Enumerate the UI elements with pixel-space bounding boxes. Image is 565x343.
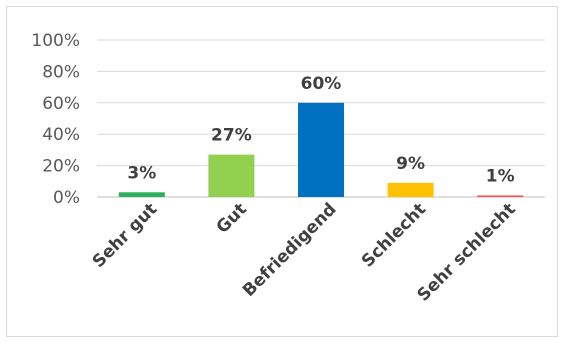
data-label: 9%	[396, 154, 425, 174]
gridlines	[97, 39, 545, 198]
y-tick-label: 0%	[53, 188, 80, 208]
y-tick-label: 60%	[42, 94, 80, 114]
bar	[118, 192, 165, 197]
category-label: Sehr schlecht	[414, 199, 520, 305]
data-label: 27%	[211, 126, 252, 146]
bar	[477, 195, 524, 197]
category-label: Befriedigend	[239, 199, 341, 301]
data-labels: 3% 27% 60% 9% 1%	[127, 74, 514, 187]
data-label: 60%	[301, 74, 342, 94]
data-label: 3%	[127, 163, 156, 183]
y-tick-label: 40%	[42, 125, 80, 145]
category-label: Gut	[213, 199, 251, 237]
category-label: Schlecht	[358, 199, 430, 271]
y-tick-label: 100%	[31, 31, 80, 51]
y-tick-label: 80%	[42, 62, 80, 82]
bar	[208, 154, 255, 197]
bars	[118, 102, 524, 197]
y-axis-ticks: 0% 20% 40% 60% 80% 100%	[31, 31, 80, 208]
y-tick-label: 20%	[42, 157, 80, 177]
data-label: 1%	[486, 166, 515, 186]
category-label: Sehr gut	[89, 199, 162, 272]
bar	[298, 102, 344, 197]
chart-frame	[6, 6, 558, 337]
bar	[387, 182, 434, 197]
